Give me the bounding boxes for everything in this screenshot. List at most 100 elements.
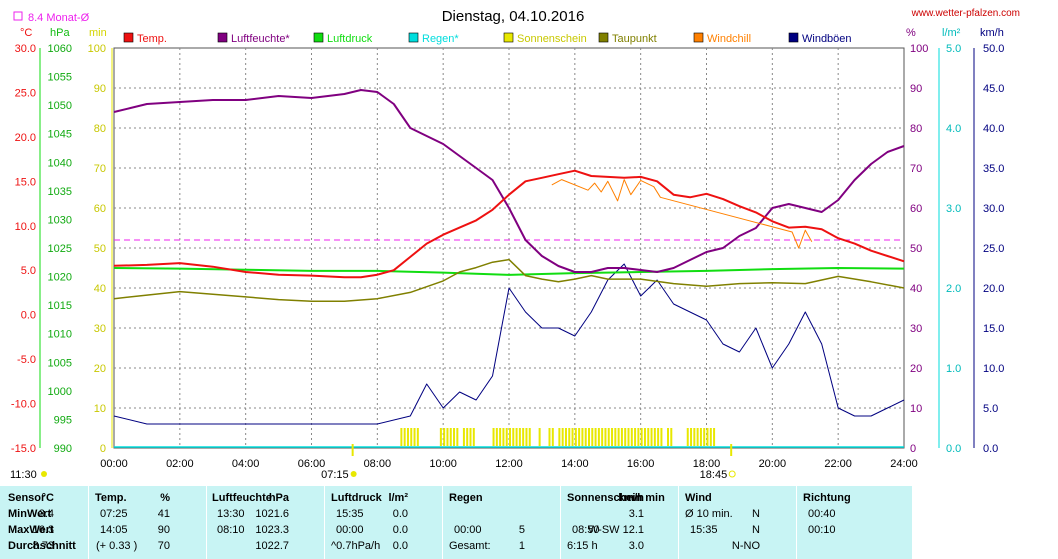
sun-avg: 1 (518, 540, 525, 552)
pressure-axis-label: 1015 (48, 300, 72, 312)
rain-max: 0.0 (392, 524, 408, 536)
x-tick-label: 10:00 (429, 458, 457, 470)
press-max: 1023.3 (255, 524, 289, 536)
sunshine-bar (413, 428, 416, 446)
rain-axis-label: 5.0 (946, 43, 961, 55)
sun-icon (350, 471, 357, 477)
sunshine-bar (564, 428, 567, 446)
x-tick-label: 02:00 (166, 458, 194, 470)
sunshine-bar (449, 428, 452, 446)
wind-axis-label: 10.0 (983, 363, 1004, 375)
sunshine-bar (581, 428, 584, 446)
legend-label: Regen* (422, 33, 459, 45)
wind-axis-label: 15.0 (983, 323, 1004, 335)
press-max-time: 00:00 (336, 524, 364, 536)
series-line-luftfeuchte (113, 89, 905, 273)
sunshine-bar (406, 428, 409, 446)
sunshine-bar (597, 428, 600, 446)
temp-max-time: 14:05 (100, 524, 128, 536)
temp-min-time: 07:25 (100, 508, 128, 520)
sunshine-bar (574, 428, 577, 446)
unit-press: hPa (50, 27, 70, 39)
source-label: www.wetter-pfalzen.com (911, 8, 1020, 19)
avg-legend-box (13, 11, 23, 21)
sunshine-bar (578, 428, 581, 446)
humidity-axis-label: 100 (910, 43, 928, 55)
temp-min: 3.4 (38, 508, 54, 520)
sunshine-bar (548, 428, 551, 446)
sunshine-bar (551, 428, 554, 446)
legend-swatch (503, 32, 514, 43)
sunshine-bar (607, 428, 610, 446)
pressure-axis-label: 1040 (48, 157, 72, 169)
rain-axis-label: 2.0 (946, 283, 961, 295)
sunshine-bar (522, 428, 525, 446)
pressure-axis-label: 1005 (48, 357, 72, 369)
pressure-axis-label: 1020 (48, 272, 72, 284)
rain-min: 0.0 (392, 508, 408, 520)
weather-chart: Dienstag, 04.10.2016 www.wetter-pfalzen.… (10, 8, 1020, 481)
x-tick-label: 22:00 (824, 458, 852, 470)
sunshine-bar (443, 428, 446, 446)
sunshine-bar (699, 428, 702, 446)
sunshine-bar (690, 428, 693, 446)
row-label-sensor: Sensor (8, 492, 46, 504)
sunrise-label: 07:15 (321, 469, 349, 481)
sunshine-axis-label: 100 (88, 43, 106, 55)
x-tick-label: 24:00 (890, 458, 918, 470)
wind-axis-label: 40.0 (983, 123, 1004, 135)
sunshine-axis-label: 60 (94, 203, 106, 215)
hum-max: 90 (157, 524, 170, 536)
sunshine-axis-label: 40 (94, 283, 106, 295)
pressure-axis-label: 1030 (48, 214, 72, 226)
sunshine-bar (528, 428, 531, 446)
press-avg: 1022.7 (255, 540, 289, 552)
pressure-axis-label: 990 (54, 443, 72, 455)
humidity-axis-label: 90 (910, 83, 922, 95)
x-tick-label: 04:00 (232, 458, 260, 470)
sunshine-bar (637, 428, 640, 446)
pressure-axis-label: 995 (54, 414, 72, 426)
sun-max: 5 (518, 524, 525, 536)
pressure-axis-label: 1050 (48, 100, 72, 112)
sunshine-bar (561, 428, 564, 446)
pressure-axis-label: 1055 (48, 72, 72, 84)
sunshine-bar (584, 428, 587, 446)
temp-head: Temp. (95, 492, 127, 504)
hum-head: Luftfeuchte (212, 492, 272, 504)
sunshine-axis-label: 20 (94, 363, 106, 375)
statistics-table: Sensor MinWert MaxWert Durchschnitt Temp… (0, 486, 912, 559)
humidity-axis-label: 50 (910, 243, 922, 255)
x-axis: 00:00 02:00 04:00 06:00 08:00 10:00 12:00 14:00… (10, 444, 918, 481)
legend-label: Taupunkt (612, 33, 657, 45)
sunshine-bar (472, 428, 475, 446)
humidity-axis-label: 60 (910, 203, 922, 215)
series-line-windböen (113, 263, 905, 425)
plot-area (113, 89, 905, 448)
unit-sun: min (89, 27, 107, 39)
x-tick-label: 14:00 (561, 458, 589, 470)
sunshine-bar (499, 428, 502, 446)
sunshine-axis-label: 50 (94, 243, 106, 255)
dir-max: N (752, 524, 760, 536)
wind-axis-label: 30.0 (983, 203, 1004, 215)
sunshine-bar (416, 428, 419, 446)
hum-avg: 70 (157, 540, 170, 552)
wind-min: 3.1 (628, 508, 644, 520)
rain-axis-label: 1.0 (946, 363, 961, 375)
legend-label: Windchill (707, 33, 751, 45)
x-tick-label: 08:00 (364, 458, 392, 470)
temp-axis-label: 5.0 (21, 265, 36, 277)
sunshine-bar (617, 428, 620, 446)
sunshine-axis-label: 70 (94, 163, 106, 175)
sunshine-bar (453, 428, 456, 446)
rain-head: Regen (449, 492, 483, 504)
unit-wind: km/h (980, 27, 1004, 39)
sunshine-bar (706, 428, 709, 446)
wind-axis-label: 5.0 (983, 403, 998, 415)
sunshine-bar (439, 428, 442, 446)
sunshine-bar (611, 428, 614, 446)
sunshine-bar (558, 428, 561, 446)
sunshine-bar (670, 428, 673, 446)
pressure-axis-label: 1025 (48, 243, 72, 255)
